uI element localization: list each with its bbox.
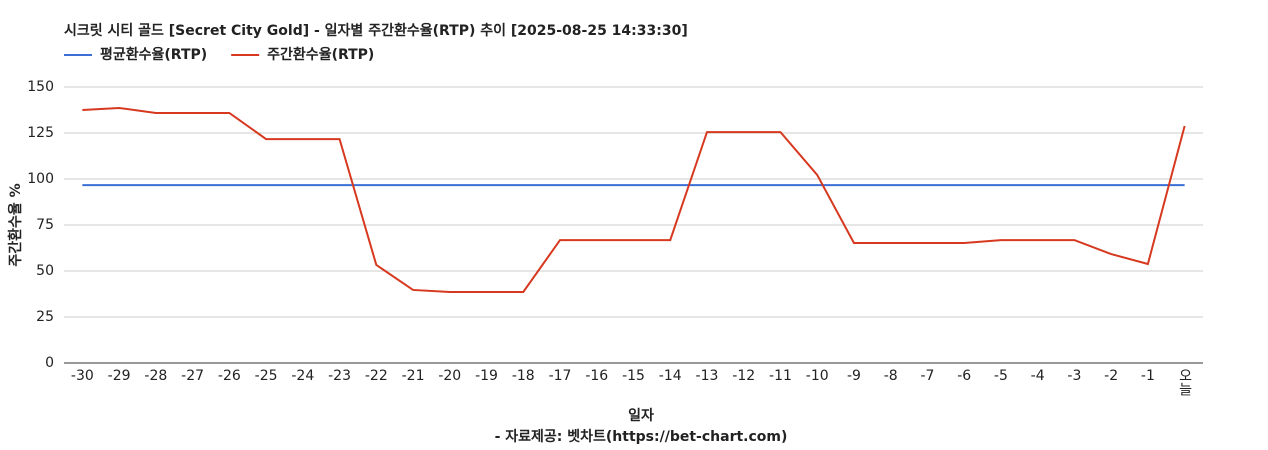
x-tick-label: -9: [847, 368, 861, 384]
legend-label: 주간환수율(RTP): [267, 46, 374, 63]
x-tick-label: -20: [438, 368, 461, 384]
x-tick-label: -27: [181, 368, 204, 384]
x-tick-label: -24: [291, 368, 314, 384]
footer: - 자료제공: 벳차트(https://bet-chart.com): [495, 428, 788, 445]
x-tick-label: -19: [475, 368, 498, 384]
x-tick-label: -15: [622, 368, 645, 384]
x-tick-label: -5: [994, 368, 1008, 384]
x-tick-label: -8: [884, 368, 898, 384]
x-tick-label: -22: [365, 368, 388, 384]
x-tick-label: -25: [255, 368, 278, 384]
x-tick-label: 오늘: [1177, 368, 1193, 396]
x-tick-label: -21: [402, 368, 425, 384]
x-tick-label: -12: [732, 368, 755, 384]
y-tick-label: 125: [27, 125, 54, 141]
x-tick-label: -2: [1104, 368, 1118, 384]
y-tick-label: 100: [27, 171, 54, 187]
x-tick-label: -28: [144, 368, 167, 384]
x-tick-label: -10: [806, 368, 829, 384]
y-tick-label: 75: [36, 217, 54, 233]
x-tick-label: -14: [659, 368, 682, 384]
x-tick-label: -11: [769, 368, 792, 384]
chart-title: 시크릿 시티 골드 [Secret City Gold] - 일자별 주간환수율…: [64, 22, 688, 39]
x-tick-label: -3: [1067, 368, 1081, 384]
x-tick-label: -13: [696, 368, 719, 384]
y-tick-label: 25: [36, 309, 54, 325]
series-line: [82, 106, 1186, 293]
x-tick-label: -6: [957, 368, 971, 384]
y-tick-label: 50: [36, 263, 54, 279]
x-tick-label: -4: [1031, 368, 1045, 384]
y-axis-label: 주간환수율 %: [7, 183, 24, 266]
x-tick-label: -18: [512, 368, 535, 384]
x-tick-label: -7: [920, 368, 934, 384]
legend-label: 평균환수율(RTP): [100, 46, 207, 63]
y-tick-label: 0: [45, 355, 54, 371]
x-tick-label: -23: [328, 368, 351, 384]
x-tick-label: -29: [108, 368, 131, 384]
x-tick-label: -16: [585, 368, 608, 384]
x-tick-label: -26: [218, 368, 241, 384]
x-axis-label: 일자: [628, 408, 654, 424]
x-tick-label: -17: [549, 368, 572, 384]
x-tick-label: -30: [71, 368, 94, 384]
y-tick-label: 150: [27, 79, 54, 95]
x-tick-label: -1: [1141, 368, 1155, 384]
